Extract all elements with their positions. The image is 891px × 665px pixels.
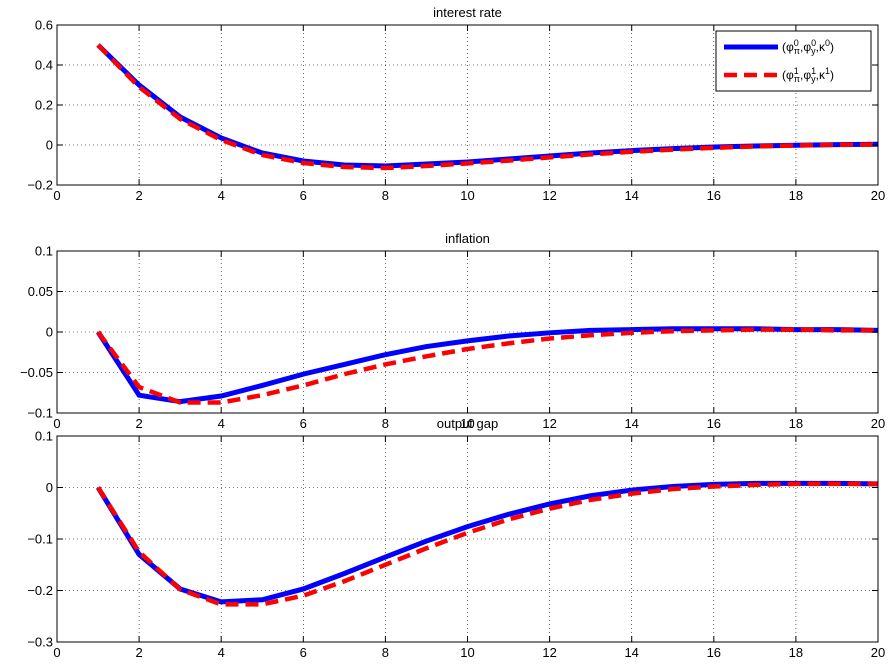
legend-label-part: y [811,74,816,84]
x-tick-label: 0 [53,645,60,660]
x-tick-label: 6 [300,645,307,660]
x-tick-label: 8 [382,416,389,431]
legend-label-part: (φ [782,40,794,54]
legend-label-part: 1 [794,66,799,76]
x-tick-label: 0 [53,188,60,203]
subplot-3: 0 2 4 6 8 10 12 14 16 18 20−0.3−0.2−0.100.1output … [27,416,885,660]
series-line-2 [96,327,878,405]
x-tick-label: 4 [218,188,225,203]
y-tick-label: 0.2 [35,98,53,113]
y-tick-label: −0.05 [20,365,53,380]
y-tick-label: −0.2 [27,583,53,598]
x-tick-label: 18 [789,416,803,431]
subplot-title: inflation [445,231,490,246]
x-tick-label: 4 [218,416,225,431]
legend-label-part: π [794,74,800,84]
y-tick-label: 0.1 [35,244,53,259]
x-tick-label: 2 [135,188,142,203]
legend-label-part: 1 [825,66,830,76]
legend-label-part: (φ [782,68,794,82]
legend-label-1: (φ0 π,φ0 y,κ0) [782,38,834,56]
x-tick-label: 2 [135,416,142,431]
y-tick-label: 0 [46,480,53,495]
x-tick-label: 10 [460,188,474,203]
x-tick-label: 10 [460,416,474,431]
legend-label-part: ) [830,40,834,54]
x-tick-label: 20 [871,645,885,660]
legend-label-part: ,φ [800,68,811,82]
x-tick-label: 8 [382,645,389,660]
legend-label-part: 0 [794,38,799,48]
x-tick-label: 16 [707,416,721,431]
subplot-title: interest rate [433,5,502,20]
y-tick-label: 0 [46,138,53,153]
legend: (φ0 π,φ0 y,κ0)(φ1 π,φ1 y,κ1) [715,30,872,92]
x-tick-label: 4 [218,645,225,660]
legend-label-part: 1 [811,66,816,76]
series-line-2 [96,43,879,171]
y-tick-label: 0 [46,325,53,340]
y-tick-label: −0.2 [27,178,53,193]
legend-label-part: y [811,46,816,56]
y-tick-label: 0.05 [28,284,53,299]
x-tick-label: 20 [871,416,885,431]
legend-label-part: 0 [825,38,830,48]
x-tick-label: 6 [300,188,307,203]
x-tick-label: 12 [542,188,556,203]
y-tick-label: 0.4 [35,58,53,73]
y-tick-label: −0.1 [27,532,53,547]
x-tick-label: 2 [135,645,142,660]
legend-label-part: ) [830,68,834,82]
x-tick-label: 10 [460,645,474,660]
x-tick-label: 16 [707,645,721,660]
x-tick-label: 12 [542,416,556,431]
x-tick-label: 20 [871,188,885,203]
legend-label-part: ,κ [816,40,826,54]
y-tick-label: −0.3 [27,635,53,650]
x-tick-label: 14 [624,645,638,660]
y-tick-label: −0.1 [27,406,53,421]
x-tick-label: 18 [789,645,803,660]
subplot-2: 0 2 4 6 8 10 12 14 16 18 20 −0.1 −0.05 0 0.05 0.1 inflat… [20,231,885,431]
legend-label-part: π [794,46,800,56]
axes-background [57,436,878,642]
legend-label-part: ,φ [800,40,811,54]
x-tick-label: 14 [624,188,638,203]
subplot-title: output gap [437,416,498,431]
legend-box [715,30,872,92]
x-tick-label: 18 [789,188,803,203]
legend-label-2: (φ1 π,φ1 y,κ1) [782,66,834,84]
legend-label-part: ,κ [816,68,826,82]
x-tick-label: 12 [542,645,556,660]
x-tick-label: 14 [624,416,638,431]
x-tick-label: 6 [300,416,307,431]
x-tick-label: 0 [53,416,60,431]
y-tick-label: 0.6 [35,18,53,33]
series-line-2 [96,481,878,607]
x-tick-label: 16 [707,188,721,203]
x-tick-label: 8 [382,188,389,203]
y-tick-label: 0.1 [35,429,53,444]
legend-label-part: 0 [811,38,816,48]
